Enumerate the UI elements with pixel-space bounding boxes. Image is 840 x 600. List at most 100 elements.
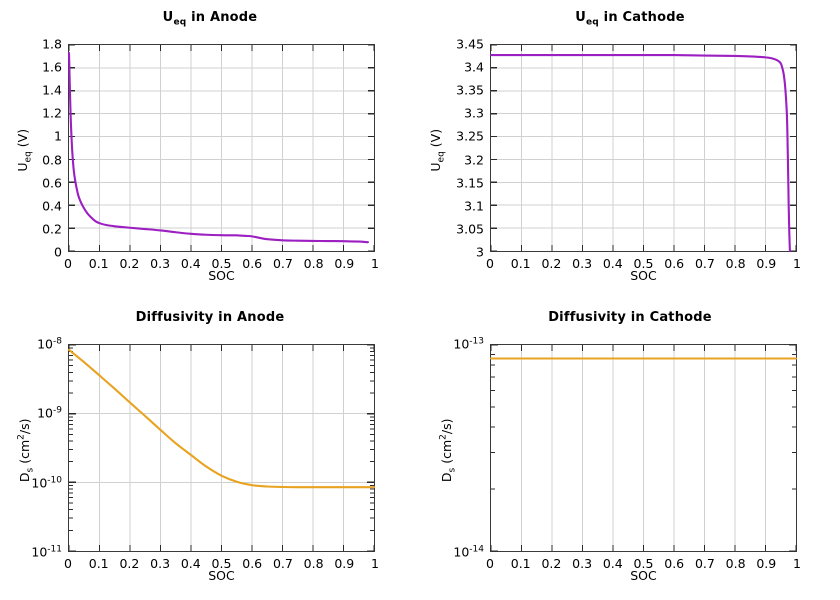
y-tick-label: 0.4 xyxy=(42,198,62,214)
x-tick-label: 1 xyxy=(793,256,801,271)
x-tick-label: 0.2 xyxy=(541,256,562,271)
x-tick-label: 0.9 xyxy=(756,256,777,271)
y-tick-label: 3.2 xyxy=(464,152,484,168)
y-tick-label: 3.05 xyxy=(456,221,484,237)
x-tick-label: 0.3 xyxy=(150,556,171,571)
y-tick-label: 0.6 xyxy=(42,175,62,191)
x-tick-label: 0.7 xyxy=(694,556,715,571)
y-tick-label: 10-11 xyxy=(31,544,62,560)
title-rest: in Cathode xyxy=(598,10,685,25)
y-tick-label: 10-14 xyxy=(453,544,484,560)
x-tick-label: 1 xyxy=(371,556,379,571)
x-tick-label: 0.1 xyxy=(510,556,531,571)
x-tick-label: 1 xyxy=(793,556,801,571)
y-tick-label: 3.15 xyxy=(456,175,484,191)
x-tick-label: 0.8 xyxy=(725,556,746,571)
panel-title-diffusivity-cathode: Diffusivity in Cathode xyxy=(548,310,712,325)
plot-canvas-diffusivity-cathode xyxy=(491,344,796,552)
x-tick-label: 0.6 xyxy=(242,556,263,571)
x-axis-title-diffusivity-anode: SOC xyxy=(208,568,235,583)
panel-title-ueq-cathode: Ueq in Cathode xyxy=(420,10,840,28)
y-axis-title-diffusivity-cathode: Ds (cm2/s) xyxy=(438,418,458,483)
x-tick-label: 0.2 xyxy=(119,256,140,271)
x-tick-label: 0.8 xyxy=(725,256,746,271)
panel-ueq-cathode: Ueq in Cathode 0 0.1 0.2 0.3 0.4 0.5 0.6 0.7 0.8… xyxy=(420,0,840,300)
x-tick-label: 0 xyxy=(64,256,72,271)
panel-diffusivity-anode: Diffusivity in Anode 0 0.1 0.2 0.3 0.4 0.5 0.6… xyxy=(0,300,420,600)
x-tick-label: 0.8 xyxy=(303,556,324,571)
x-tick-label: 0.7 xyxy=(272,256,293,271)
y-tick-label: 10-10 xyxy=(31,475,62,491)
panel-title-ueq-anode: Ueq in Anode xyxy=(0,10,420,28)
y-axis-title-ueq-cathode: Ueq (V) xyxy=(427,128,447,172)
plot-area-ueq-anode xyxy=(68,44,375,252)
y-tick-label: 3.3 xyxy=(464,105,484,121)
y-tick-label: 3.35 xyxy=(456,82,484,98)
x-tick-label: 0.6 xyxy=(242,256,263,271)
x-axis-title-diffusivity-cathode: SOC xyxy=(630,568,657,583)
x-tick-label: 0.9 xyxy=(334,256,355,271)
x-tick-label: 0.5 xyxy=(211,256,232,271)
x-tick-label: 0.1 xyxy=(88,556,109,571)
plot-area-ueq-cathode xyxy=(490,44,797,252)
x-tick-label: 0.1 xyxy=(510,256,531,271)
x-tick-label: 0.8 xyxy=(303,256,324,271)
y-tick-label: 0 xyxy=(54,244,62,260)
panel-ueq-anode: Ueq in Anode 0 0.1 0.2 0.3 0.4 0.5 0.6 0.7 0.8 0.… xyxy=(0,0,420,300)
x-axis-title-ueq-cathode: SOC xyxy=(630,268,657,283)
x-tick-label: 0.6 xyxy=(664,256,685,271)
y-tick-label: 1 xyxy=(54,128,62,144)
x-tick-label: 0.4 xyxy=(602,256,623,271)
y-tick-label: 10-13 xyxy=(453,336,484,352)
y-tick-label: 1.4 xyxy=(42,82,62,98)
panel-title-diffusivity-anode: Diffusivity in Anode xyxy=(135,310,285,325)
y-tick-label: 1.2 xyxy=(42,105,62,121)
x-tick-label: 0.2 xyxy=(119,556,140,571)
plot-area-diffusivity-anode xyxy=(68,344,375,552)
y-tick-label: 1.8 xyxy=(42,36,62,52)
title-sub: eq xyxy=(586,17,599,28)
y-tick-label: 10-8 xyxy=(37,336,62,352)
y-tick-label: 0.2 xyxy=(42,221,62,237)
x-tick-label: 0.2 xyxy=(541,556,562,571)
x-tick-label: 0.6 xyxy=(664,556,685,571)
x-tick-label: 0.1 xyxy=(88,256,109,271)
x-tick-label: 0.4 xyxy=(180,256,201,271)
y-tick-label: 3.25 xyxy=(456,128,484,144)
y-tick-label: 10-9 xyxy=(37,405,62,421)
x-tick-label: 0.5 xyxy=(633,556,654,571)
x-tick-label: 0.7 xyxy=(694,256,715,271)
x-tick-label: 0.7 xyxy=(272,556,293,571)
x-tick-label: 0.3 xyxy=(572,256,593,271)
x-tick-label: 1 xyxy=(371,256,379,271)
title-main: U xyxy=(575,10,586,25)
title-sub: eq xyxy=(173,17,187,28)
title-main: U xyxy=(162,10,174,25)
y-axis-title-ueq-anode: Ueq (V) xyxy=(14,128,34,172)
y-axis-title-diffusivity-anode: Ds (cm2/s) xyxy=(16,418,36,483)
y-tick-label: 3.1 xyxy=(464,198,484,214)
plot-area-diffusivity-cathode xyxy=(490,344,797,552)
y-tick-label: 1.6 xyxy=(42,59,62,75)
x-axis-title-ueq-anode: SOC xyxy=(208,268,235,283)
x-tick-label: 0 xyxy=(64,556,72,571)
y-tick-label: 3.4 xyxy=(464,59,484,75)
x-tick-label: 0 xyxy=(486,256,494,271)
x-tick-label: 0.4 xyxy=(602,556,623,571)
x-tick-label: 0.9 xyxy=(334,556,355,571)
y-tick-label: 3 xyxy=(476,244,484,260)
plot-canvas-diffusivity-anode xyxy=(69,344,374,552)
y-tick-label: 3.45 xyxy=(456,36,484,52)
x-tick-label: 0 xyxy=(486,556,494,571)
plot-canvas-ueq-anode xyxy=(69,44,375,252)
x-tick-label: 0.5 xyxy=(633,256,654,271)
x-tick-label: 0.4 xyxy=(180,556,201,571)
title-rest: in Anode xyxy=(186,10,258,25)
panel-diffusivity-cathode: Diffusivity in Cathode 0 0.1 0.2 0.3 0.4 0.5 0… xyxy=(420,300,840,600)
x-tick-label: 0.3 xyxy=(150,256,171,271)
y-tick-label: 0.8 xyxy=(42,152,62,168)
x-tick-label: 0.5 xyxy=(211,556,232,571)
plot-canvas-ueq-cathode xyxy=(491,44,797,251)
x-tick-label: 0.9 xyxy=(756,556,777,571)
